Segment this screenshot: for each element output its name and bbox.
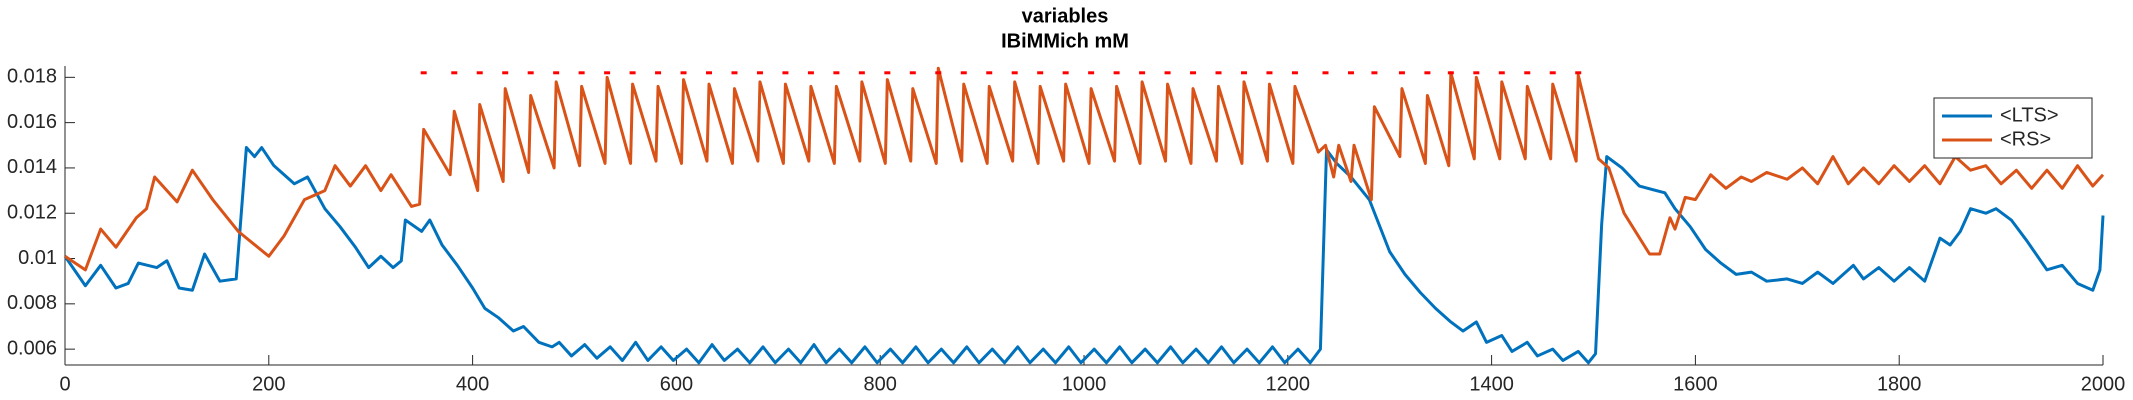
legend-box	[1933, 97, 2093, 159]
x-tick-label: 1200	[1266, 373, 1311, 395]
x-tick-label: 600	[660, 373, 693, 395]
x-tick-label: 1600	[1673, 373, 1718, 395]
x-tick-label: 200	[252, 373, 285, 395]
chart-subtitle: IBiMMich mM	[1001, 30, 1129, 52]
x-tick-label: 1800	[1877, 373, 1922, 395]
x-tick-label: 1400	[1469, 373, 1514, 395]
x-tick-label: 1000	[1062, 373, 1107, 395]
x-tick-label: 800	[864, 373, 897, 395]
chart-title: variables	[1022, 5, 1109, 27]
y-tick-label: 0.016	[7, 111, 57, 133]
legend-label: <LTS>	[2000, 104, 2059, 126]
y-tick-label: 0.012	[7, 202, 57, 224]
y-tick-label: 0.014	[7, 156, 57, 178]
x-tick-label: 400	[456, 373, 489, 395]
series-line	[63, 146, 2105, 365]
series-line	[64, 66, 2105, 272]
y-tick-label: 0.006	[7, 337, 57, 359]
legend-label: <RS>	[2000, 128, 2051, 150]
y-tick-label: 0.01	[18, 247, 57, 269]
x-tick-label: 0	[59, 373, 70, 395]
x-tick-label: 2000	[2081, 373, 2126, 395]
y-tick-label: 0.018	[7, 66, 57, 88]
y-tick-label: 0.008	[7, 292, 57, 314]
